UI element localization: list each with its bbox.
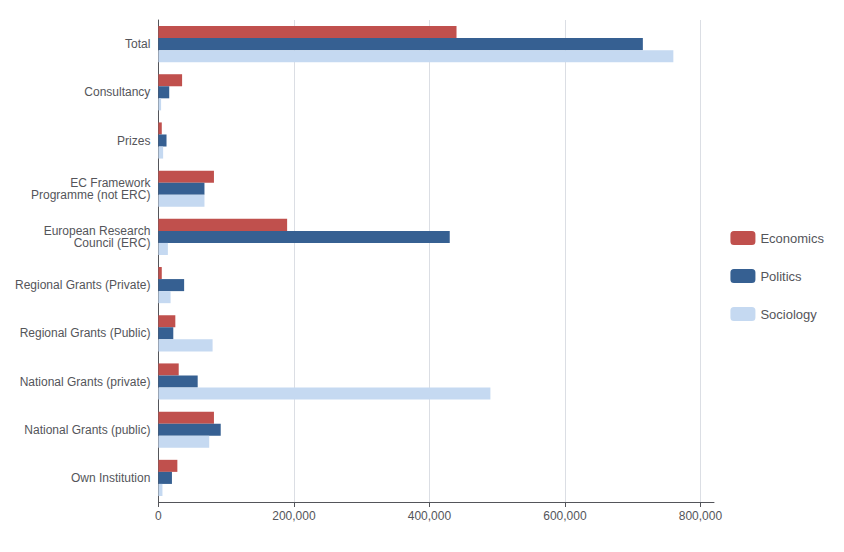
svg-text:Sociology: Sociology xyxy=(760,307,817,322)
svg-text:National Grants (private): National Grants (private) xyxy=(20,375,151,389)
svg-text:600,000: 600,000 xyxy=(543,509,587,523)
svg-text:EC Framework: EC Framework xyxy=(70,175,151,190)
svg-text:Total: Total xyxy=(125,37,150,51)
svg-text:400,000: 400,000 xyxy=(408,509,452,523)
svg-text:Council (ERC): Council (ERC) xyxy=(74,236,151,250)
svg-text:Prizes: Prizes xyxy=(117,134,150,148)
svg-text:Regional Grants (Public): Regional Grants (Public) xyxy=(20,326,151,340)
svg-text:European Research: European Research xyxy=(43,223,151,238)
svg-text:Programme (not ERC): Programme (not ERC) xyxy=(31,188,150,202)
svg-text:Economics: Economics xyxy=(760,231,824,246)
svg-text:0: 0 xyxy=(155,509,162,523)
svg-text:Politics: Politics xyxy=(760,269,802,284)
svg-text:200,000: 200,000 xyxy=(272,509,316,523)
svg-text:Regional Grants (Private): Regional Grants (Private) xyxy=(15,278,150,292)
svg-text:Own Institution: Own Institution xyxy=(71,471,150,485)
svg-text:800,000: 800,000 xyxy=(679,509,723,523)
svg-text:Consultancy: Consultancy xyxy=(84,85,150,99)
svg-text:National Grants (public): National Grants (public) xyxy=(24,423,150,437)
